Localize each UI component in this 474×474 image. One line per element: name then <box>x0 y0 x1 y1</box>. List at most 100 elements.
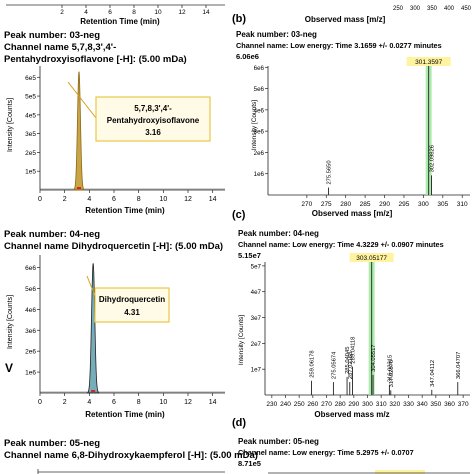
panel-d-left-partial: Peak number: 05-neg Channel name 6,8-Dih… <box>4 438 258 474</box>
ms-b-peak-label: 275.5650 <box>326 160 332 184</box>
panel-d-label: (d) <box>232 417 246 429</box>
panel-b-peak-number: Peak number: 03-neg <box>236 30 317 39</box>
panel-c-left-ylabel: Intensity [Counts] <box>7 295 14 349</box>
top-left-tick-label: 14 <box>202 9 210 16</box>
ms-b-x-tick-label: 300 <box>418 201 429 208</box>
chrom-c-y-tick-label: 5e6 <box>25 286 36 293</box>
panel-c-chromatogram: Peak number: 04-neg Channel name Dihydro… <box>4 229 225 419</box>
ms-c-x-tick-label: 260 <box>307 401 318 408</box>
ms-b-x-tick-label: 310 <box>457 201 468 208</box>
chrom-c-peak-marker <box>91 390 96 392</box>
chrom-a-x-tick-label: 8 <box>137 196 141 203</box>
panel-c-callout-leader <box>86 275 96 297</box>
ms-c-plot: 230 240 250 260 270 280 290 300 310 320 330 340 350 3… <box>251 253 470 408</box>
top-strip: 2 4 6 8 10 12 14 Retention Time (min) 250 300 35… <box>6 4 472 26</box>
top-left-tick-label: 10 <box>154 9 162 16</box>
ms-b-x-tick-label: 285 <box>360 201 371 208</box>
panel-c-peak-number: Peak number: 04-neg <box>238 229 319 238</box>
panel-a-channel-line1: Channel name 5,7,8,3',4'- <box>4 42 116 53</box>
ms-c-peak-label: 289.04118 <box>351 337 357 364</box>
ms-c-peak-label: 366.04707 <box>456 352 462 379</box>
chrom-c-peak <box>86 263 100 394</box>
top-left-tick-label: 8 <box>132 9 136 16</box>
top-right-tick-label: 250 <box>393 6 404 12</box>
ms-c-base-peak-label-bg <box>349 253 394 262</box>
panel-a-callout-line3: 3.16 <box>145 128 161 137</box>
panel-d-highlight-label <box>375 470 425 474</box>
chrom-c-x-tick-label: 6 <box>112 399 116 406</box>
ms-c-x-tick-label: 310 <box>376 401 387 408</box>
ms-c-x-tick-label: 350 <box>430 401 441 408</box>
chrom-a-x-tick-label: 10 <box>159 196 167 203</box>
panel-a-callout-leader <box>67 81 97 119</box>
ms-c-x-tick-label: 300 <box>362 401 373 408</box>
ms-b-x-tick-label: 275 <box>321 201 332 208</box>
panel-c-ylabel: Intensity [Counts] <box>238 315 245 365</box>
panel-a-callout-line2: Pentahydroxyisoflavone <box>107 116 200 125</box>
panel-c-left-peak-number: Peak number: 04-neg <box>4 229 100 240</box>
top-right-ticks: 250 300 350 400 450 <box>393 6 472 12</box>
chrom-c-x-tick-label: 2 <box>63 399 67 406</box>
ms-b-peak-label: 302.09826 <box>430 145 436 172</box>
panel-d-left-channel: Channel name 6,8-Dihydroxykaempferol [-H… <box>4 450 258 461</box>
panel-c-callout-box <box>94 287 170 323</box>
chrom-a-y-tick-label: 3e5 <box>25 131 36 138</box>
ms-c-x-tick-label: 270 <box>321 401 332 408</box>
panel-a-xlabel: Retention Time (min) <box>85 206 165 215</box>
ms-b-plot: 270 275 280 285 290 295 300 305 310 1e6 2e6 3e6 4e6 5… <box>254 57 470 208</box>
chrom-a-peak-marker <box>76 187 81 189</box>
top-left-xlabel: Retention Time (min) <box>80 17 160 26</box>
panel-b-spectrum: (b) Peak number: 03-neg Channel name: Lo… <box>232 13 470 218</box>
ms-b-y-tick-label: 6e6 <box>254 65 265 72</box>
ms-c-x-tick-label: 360 <box>444 401 455 408</box>
ms-c-y-tick-label: 1e7 <box>251 367 262 374</box>
panel-c-callout-line2: 4.31 <box>124 308 140 317</box>
chrom-a-x-tick-label: 14 <box>209 196 217 203</box>
ms-c-x-tick-label: 370 <box>458 401 469 408</box>
ms-c-peak-label: 317.02870 <box>389 360 395 387</box>
ms-b-base-peak-label-bg <box>406 57 451 66</box>
chrom-a-x-tick-label: 6 <box>112 196 116 203</box>
panel-d-left-peak-number: Peak number: 05-neg <box>4 438 100 449</box>
panel-c-spectrum: (c) Peak number: 04-neg Channel name: Lo… <box>232 209 470 419</box>
top-left-ticks: 2 4 6 8 10 12 14 <box>60 5 210 16</box>
panel-a-callout-box <box>95 96 211 142</box>
chrom-a-x-tick-label: 2 <box>63 196 67 203</box>
ms-b-y-tick-label: 3e6 <box>254 129 265 136</box>
panel-b-ylabel: Intensity [Counts] <box>251 100 258 150</box>
ms-c-x-tick-label: 250 <box>294 401 305 408</box>
ms-b-x-tick-label: 305 <box>437 201 448 208</box>
panel-b-xlabel: Observed mass [m/z] <box>312 209 393 218</box>
ms-b-x-tick-label: 295 <box>399 201 410 208</box>
ms-b-peak-label: 301.3597 <box>415 59 442 66</box>
panel-c-label: (c) <box>232 209 246 221</box>
top-left-tick-label: 2 <box>60 9 64 16</box>
panel-d-partial: (d) Peak number: 05-neg Channel name: Lo… <box>232 417 470 474</box>
ms-c-x-tick-label: 280 <box>335 401 346 408</box>
ms-b-x-tick-label: 270 <box>301 201 312 208</box>
ms-c-peak-label: 303.05177 <box>356 255 387 262</box>
panel-a-chromatogram: Peak number: 03-neg Channel name 5,7,8,3… <box>4 30 225 215</box>
chrom-c-x-tick-label: 14 <box>209 399 217 406</box>
ms-c-x-tick-label: 320 <box>389 401 400 408</box>
ms-c-y-tick-label: 3e7 <box>251 315 262 322</box>
chrom-a-y-tick-label: 4e5 <box>25 112 36 119</box>
panel-c-xlabel: Observed mass m/z <box>314 410 389 419</box>
ms-c-x-tick-label: 230 <box>266 401 277 408</box>
panel-c-left-xlabel: Retention Time (min) <box>85 410 165 419</box>
ms-b-y-tick-label: 2e6 <box>254 150 265 157</box>
panel-d-channel: Channel name: Low energy: Time 5.2975 +/… <box>238 448 414 457</box>
top-right-tick-label: 400 <box>444 6 455 12</box>
panel-d-peak-number: Peak number: 05-neg <box>238 437 319 446</box>
ms-c-peak-label: 316.02315 <box>387 355 393 382</box>
panel-c-left-channel: Channel name Dihydroquercetin [-H]: (5.0… <box>4 241 223 252</box>
chrom-c-x-tick-label: 4 <box>87 399 91 406</box>
ms-c-x-tick-label: 340 <box>417 401 428 408</box>
panel-a-channel-line2: Pentahydroxyisoflavone [-H]: (5.00 mDa) <box>4 54 187 65</box>
ms-c-x-tick-label: 330 <box>403 401 414 408</box>
chrom-a-plot: 0 2 4 6 8 10 12 14 1e5 2e5 3e5 4e5 5e5 6e5 <box>25 66 225 203</box>
ms-c-peak-label: 347.04112 <box>430 360 436 387</box>
ms-c-y-tick-label: 2e7 <box>251 341 262 348</box>
panel-d-max: 8.71e5 <box>238 459 261 468</box>
